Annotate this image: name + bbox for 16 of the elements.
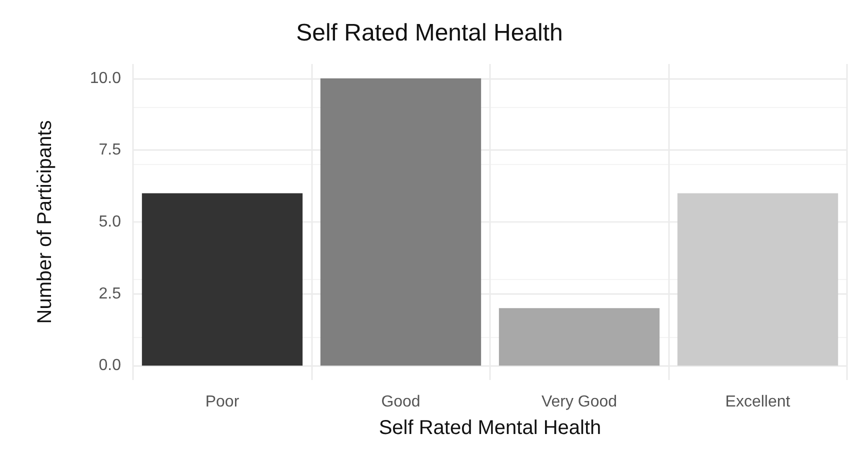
bar [142, 193, 303, 366]
y-tick-label: 5.0 [98, 214, 122, 230]
y-tick-label: 2.5 [98, 285, 122, 302]
y-tick-label: 0.0 [98, 357, 122, 374]
y-tick-label: 7.5 [98, 142, 122, 159]
chart-title: Self Rated Mental Health [296, 20, 563, 46]
y-tick-label: 10.0 [90, 70, 122, 87]
x-axis-title: Self Rated Mental Health [378, 417, 602, 439]
bar [320, 78, 482, 366]
x-tick-label: Excellent [725, 394, 791, 410]
x-tick-label: Good [381, 394, 420, 410]
y-axis-title: Number of Participants [34, 120, 56, 324]
bar [498, 308, 660, 366]
x-tick-label: Poor [205, 394, 240, 410]
bar [677, 193, 838, 366]
x-tick-label: Very Good [541, 394, 618, 410]
